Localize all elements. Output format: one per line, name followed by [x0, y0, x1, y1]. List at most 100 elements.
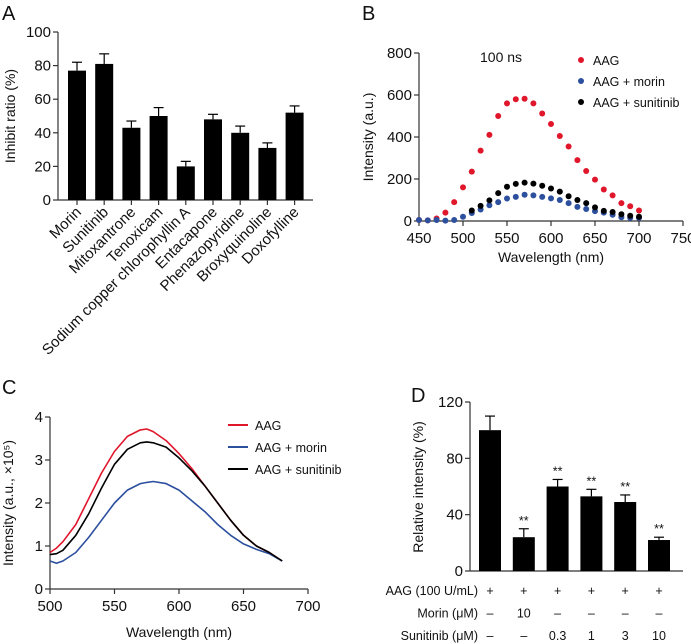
b-point-2	[495, 190, 502, 197]
d-bar	[648, 540, 670, 571]
d-condition-value: 1	[588, 629, 595, 643]
panel-d-bar-chart: 0 40 80 120 ** ** ** ** ** AAG (100 U/mL) + + + + + + Mo…	[386, 394, 683, 643]
c-x-tick-label: 650	[231, 598, 256, 615]
b-legend-marker	[578, 78, 584, 84]
panel-letter-c: C	[2, 377, 16, 399]
a-y-tick-label: 100	[26, 24, 51, 41]
b-point-1	[451, 216, 458, 223]
a-bar	[176, 166, 195, 200]
b-point-0	[627, 203, 634, 210]
b-point-0	[548, 120, 554, 127]
c-x-tick-label: 500	[37, 598, 62, 615]
panel-c-line-chart: 0 1 2 3 4 500 550 600 650 700 AAG AAG + morin AAG + …	[35, 409, 342, 615]
b-x-tick-label: 750	[670, 230, 691, 247]
b-y-tick-label: 600	[387, 87, 412, 104]
a-bar	[149, 116, 168, 200]
c-ylabel: Intensity (a.u., ×10⁵)	[0, 440, 16, 566]
a-y-tick-label: 40	[34, 125, 51, 142]
b-point-1	[416, 216, 422, 223]
b-point-1	[460, 213, 466, 220]
d-condition-value: –	[588, 607, 595, 621]
b-point-0	[600, 186, 607, 193]
b-point-1	[565, 200, 572, 207]
b-y-tick-label: 400	[387, 129, 412, 146]
d-bar	[546, 486, 569, 571]
b-point-0	[565, 143, 572, 150]
panel-letter-a: A	[2, 3, 16, 25]
b-x-tick-label: 700	[626, 230, 651, 247]
b-point-2	[468, 207, 475, 214]
a-bar	[68, 70, 86, 200]
a-bar	[285, 112, 304, 200]
b-point-2	[565, 193, 572, 200]
b-x-tick-label: 600	[538, 230, 563, 247]
b-legend-label: AAG + sunitinib	[593, 96, 680, 110]
b-point-0	[583, 168, 590, 175]
d-condition-value: 10	[652, 629, 666, 643]
b-point-0	[495, 113, 502, 119]
b-legend-label: AAG	[593, 54, 619, 68]
d-condition-value: +	[486, 584, 493, 598]
b-point-0	[512, 96, 519, 103]
b-point-2	[609, 208, 616, 215]
a-y-tick-label: 80	[34, 58, 51, 75]
d-condition-value: +	[554, 584, 561, 598]
a-bar	[258, 147, 277, 200]
d-condition-label: Sunitinib (μM)	[401, 629, 478, 643]
a-y-tick-label: 20	[34, 158, 51, 175]
b-point-0	[574, 157, 581, 164]
b-point-0	[556, 132, 563, 139]
panel-letter-d: D	[411, 385, 425, 407]
b-point-0	[477, 147, 484, 154]
b-point-1	[486, 202, 493, 209]
a-y-tick-label: 60	[34, 91, 51, 108]
b-annotation: 100 ns	[480, 49, 522, 65]
c-legend-label: AAG	[255, 419, 281, 433]
d-bar	[479, 430, 501, 571]
b-point-2	[592, 204, 598, 211]
b-point-2	[477, 202, 484, 209]
c-x-tick-label: 600	[166, 598, 191, 615]
b-point-0	[609, 192, 616, 199]
d-significance-marker: **	[519, 514, 529, 528]
b-point-2	[521, 179, 528, 186]
c-y-tick-label: 3	[35, 452, 43, 469]
d-ylabel: Relative intensity (%)	[410, 421, 426, 553]
d-significance-marker: **	[654, 522, 664, 536]
b-point-2	[556, 188, 563, 195]
d-condition-value: –	[656, 607, 663, 621]
d-condition-value: +	[622, 584, 629, 598]
b-point-0	[451, 199, 458, 206]
d-significance-marker: **	[587, 474, 597, 488]
b-point-0	[636, 207, 642, 214]
b-ylabel: Intensity (a.u.)	[360, 93, 376, 182]
b-point-1	[433, 216, 440, 223]
a-bar	[95, 63, 114, 200]
b-legend-label: AAG + morin	[593, 75, 665, 89]
a-bar	[231, 132, 250, 200]
d-y-tick-label: 40	[446, 507, 463, 524]
d-condition-value: –	[487, 629, 494, 643]
c-x-tick-label: 700	[295, 598, 320, 615]
b-point-1	[442, 217, 449, 224]
d-bar	[580, 496, 603, 571]
b-point-2	[583, 200, 590, 207]
b-point-0	[539, 110, 546, 117]
d-significance-marker: **	[620, 480, 630, 494]
b-point-2	[539, 182, 546, 189]
c-y-tick-label: 2	[35, 495, 43, 512]
a-bar	[122, 127, 141, 200]
b-xlabel: Wavelength (nm)	[498, 249, 604, 265]
c-series-line-2	[49, 441, 283, 562]
d-bar	[614, 501, 637, 571]
b-point-0	[504, 100, 510, 107]
b-point-1	[539, 193, 546, 200]
d-condition-label: AAG (100 U/mL)	[386, 584, 478, 598]
d-significance-marker: **	[553, 464, 563, 478]
d-condition-value: +	[520, 584, 527, 598]
a-bar	[204, 119, 222, 200]
b-point-2	[512, 180, 519, 187]
c-series-line-1	[49, 480, 283, 565]
b-point-1	[424, 217, 431, 224]
d-condition-value: –	[520, 629, 527, 643]
